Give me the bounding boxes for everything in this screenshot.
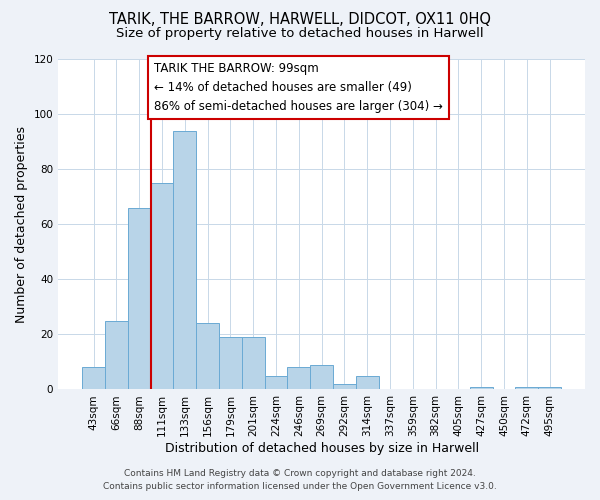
Text: TARIK THE BARROW: 99sqm
← 14% of detached houses are smaller (49)
86% of semi-de: TARIK THE BARROW: 99sqm ← 14% of detache… <box>154 62 443 113</box>
Text: Contains HM Land Registry data © Crown copyright and database right 2024.
Contai: Contains HM Land Registry data © Crown c… <box>103 469 497 491</box>
Bar <box>470 386 493 390</box>
Bar <box>265 376 287 390</box>
Bar <box>105 320 128 390</box>
Bar <box>151 183 173 390</box>
Text: TARIK, THE BARROW, HARWELL, DIDCOT, OX11 0HQ: TARIK, THE BARROW, HARWELL, DIDCOT, OX11… <box>109 12 491 28</box>
Bar <box>515 386 538 390</box>
Bar <box>82 368 105 390</box>
Bar <box>356 376 379 390</box>
Bar <box>219 337 242 390</box>
Bar <box>538 386 561 390</box>
Y-axis label: Number of detached properties: Number of detached properties <box>15 126 28 322</box>
Bar <box>310 364 333 390</box>
Bar <box>196 324 219 390</box>
Bar <box>333 384 356 390</box>
Bar <box>128 208 151 390</box>
Text: Size of property relative to detached houses in Harwell: Size of property relative to detached ho… <box>116 28 484 40</box>
Bar <box>173 130 196 390</box>
Bar <box>287 368 310 390</box>
X-axis label: Distribution of detached houses by size in Harwell: Distribution of detached houses by size … <box>164 442 479 455</box>
Bar <box>242 337 265 390</box>
